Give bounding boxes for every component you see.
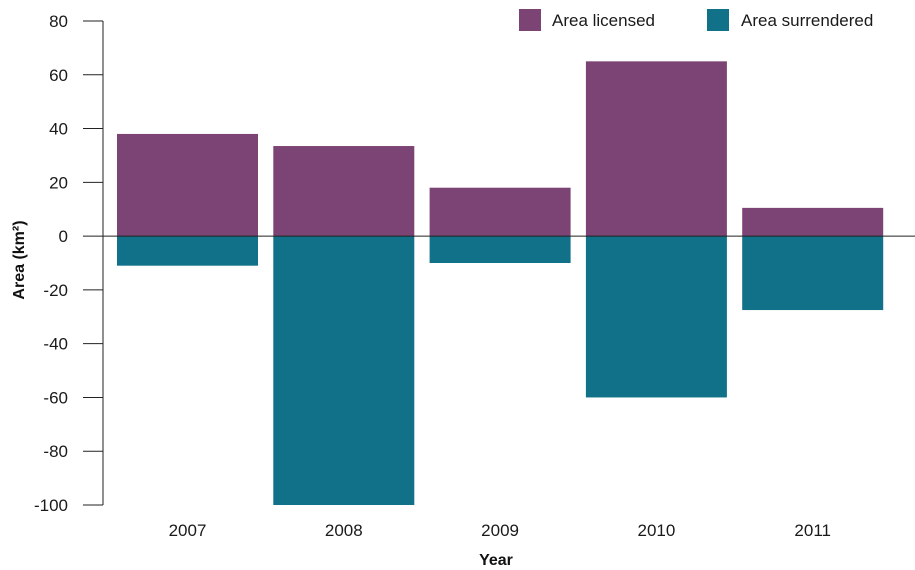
bar-surrendered-2010 [585,236,727,398]
y-tick-label: 0 [59,227,68,246]
x-tick-label: 2008 [325,521,363,540]
x-tick-label: 2010 [637,521,675,540]
bar-licensed-2007 [117,133,258,237]
y-tick-label: -100 [34,496,68,515]
x-tick-label: 2009 [481,521,519,540]
bar-surrendered-2009 [429,236,571,263]
y-tick-label: -60 [43,388,68,407]
y-tick-label: -80 [43,442,68,461]
legend-swatch [519,9,541,31]
legend-label: Area surrendered [741,11,873,30]
legend-label: Area licensed [552,11,655,30]
y-tick-label: 40 [49,120,68,139]
x-tick-label: 2011 [794,521,831,540]
legend: Area licensed Area surrendered [519,9,873,31]
y-tick-label: -20 [43,281,68,300]
x-tick-labels: 2007 2008 2009 2010 2011 [169,521,831,540]
bars [117,61,884,505]
bar-surrendered-2007 [117,236,258,266]
y-axis: 80 60 40 20 0 -20 -40 -60 -80 -100 [34,12,104,515]
y-tick-label: 20 [49,173,68,192]
bar-licensed-2011 [742,207,884,237]
legend-swatch [707,9,729,31]
bar-licensed-2010 [585,61,727,237]
y-axis-title: Area (km²) [11,220,28,299]
y-tick-label: 60 [49,66,68,85]
bar-surrendered-2011 [742,236,884,311]
bar-surrendered-2008 [273,236,415,505]
x-axis-title: Year [479,552,513,569]
bar-licensed-2009 [429,187,571,237]
x-tick-label: 2007 [169,521,207,540]
y-tick-label: -40 [43,335,68,354]
bar-licensed-2008 [273,146,415,237]
y-tick-label: 80 [49,12,68,31]
